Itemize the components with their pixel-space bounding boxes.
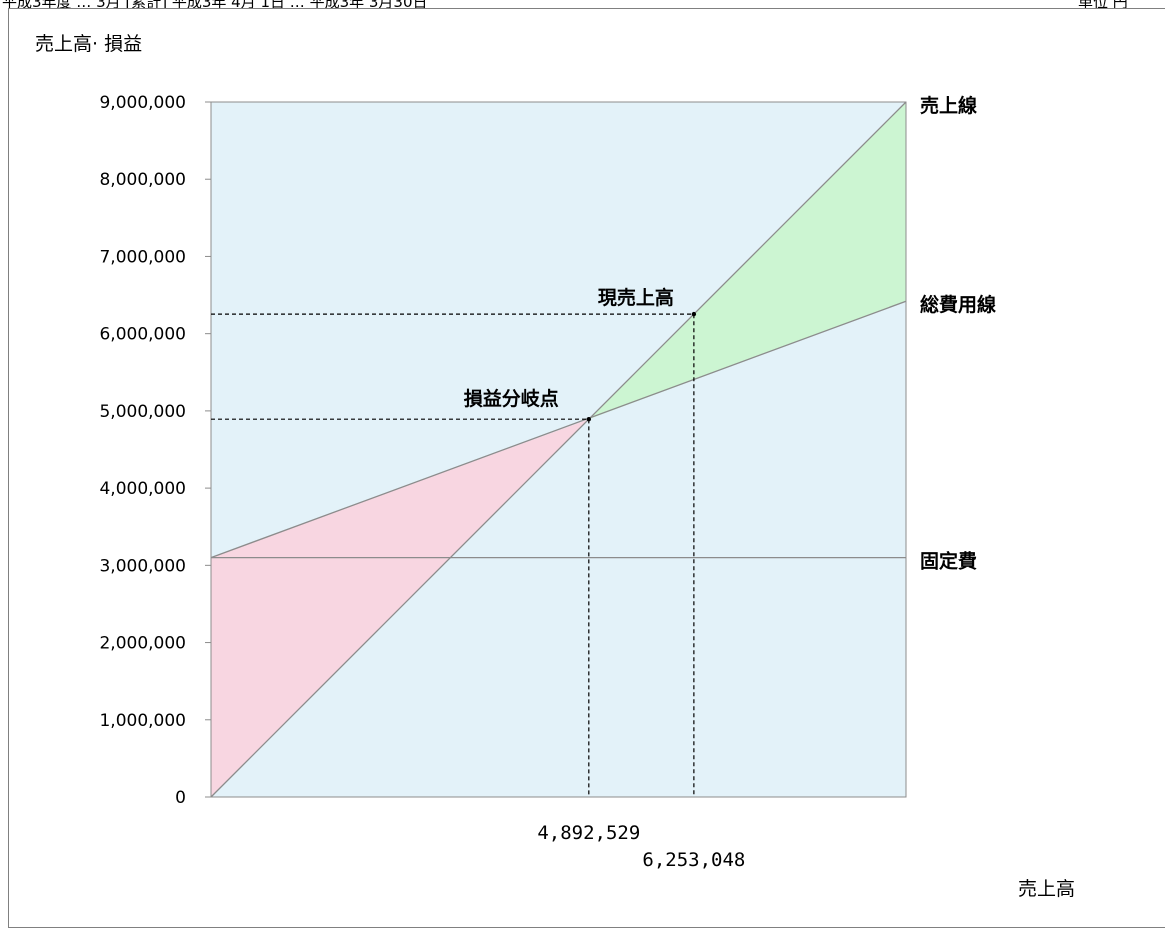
series-label: 総費用線 bbox=[920, 293, 996, 316]
break-even-annotation: 損益分岐点 bbox=[464, 387, 559, 410]
y-tick-label: 4,000,000 bbox=[99, 479, 186, 499]
current-sales-annotation: 現売上高 bbox=[598, 286, 674, 309]
y-tick-label: 1,000,000 bbox=[99, 711, 186, 731]
plot-border bbox=[210, 101, 907, 798]
series-label: 売上線 bbox=[920, 94, 977, 117]
break-even-point bbox=[586, 416, 592, 422]
period-text: 平成3年度 … 3月 [累計] 平成3年 4月 1日 … 平成3年 3月30日 bbox=[2, 0, 428, 9]
total-cost-line bbox=[210, 300, 907, 559]
y-tick-label: 8,000,000 bbox=[99, 170, 186, 190]
x-axis-title: 売上高 bbox=[1018, 878, 1075, 900]
y-tick-label: 0 bbox=[175, 788, 186, 808]
current-sales-point bbox=[691, 311, 697, 317]
unit-text: 単位 円 bbox=[1078, 0, 1128, 9]
y-tick-label: 5,000,000 bbox=[99, 402, 186, 422]
y-tick-label: 7,000,000 bbox=[99, 247, 186, 267]
current-sales-x-label: 6,253,048 bbox=[642, 849, 745, 871]
sales-line bbox=[210, 101, 907, 798]
series-label: 固定費 bbox=[920, 550, 977, 573]
report-header: 平成3年度 … 3月 [累計] 平成3年 4月 1日 … 平成3年 3月30日 … bbox=[0, 0, 1165, 9]
y-tick-label: 3,000,000 bbox=[99, 556, 186, 576]
break-even-x-label: 4,892,529 bbox=[537, 822, 640, 844]
plot-area: 0 1,000,000 2,000,000 3,000,000 4,000,000 5,0… bbox=[99, 93, 996, 871]
y-axis-title: 売上高· 損益 bbox=[35, 33, 142, 55]
y-tick-label: 9,000,000 bbox=[99, 93, 186, 113]
y-tick-label: 2,000,000 bbox=[99, 634, 186, 654]
y-tick-label: 6,000,000 bbox=[99, 325, 186, 345]
